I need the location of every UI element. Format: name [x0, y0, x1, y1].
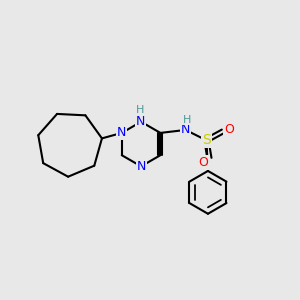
Text: H: H — [183, 115, 191, 124]
Text: H: H — [136, 105, 145, 115]
Text: N: N — [136, 115, 145, 128]
Text: N: N — [117, 126, 127, 140]
Text: S: S — [202, 133, 211, 147]
Text: N: N — [181, 123, 190, 136]
Text: O: O — [199, 156, 208, 169]
Text: O: O — [224, 123, 234, 136]
Text: N: N — [136, 160, 146, 173]
